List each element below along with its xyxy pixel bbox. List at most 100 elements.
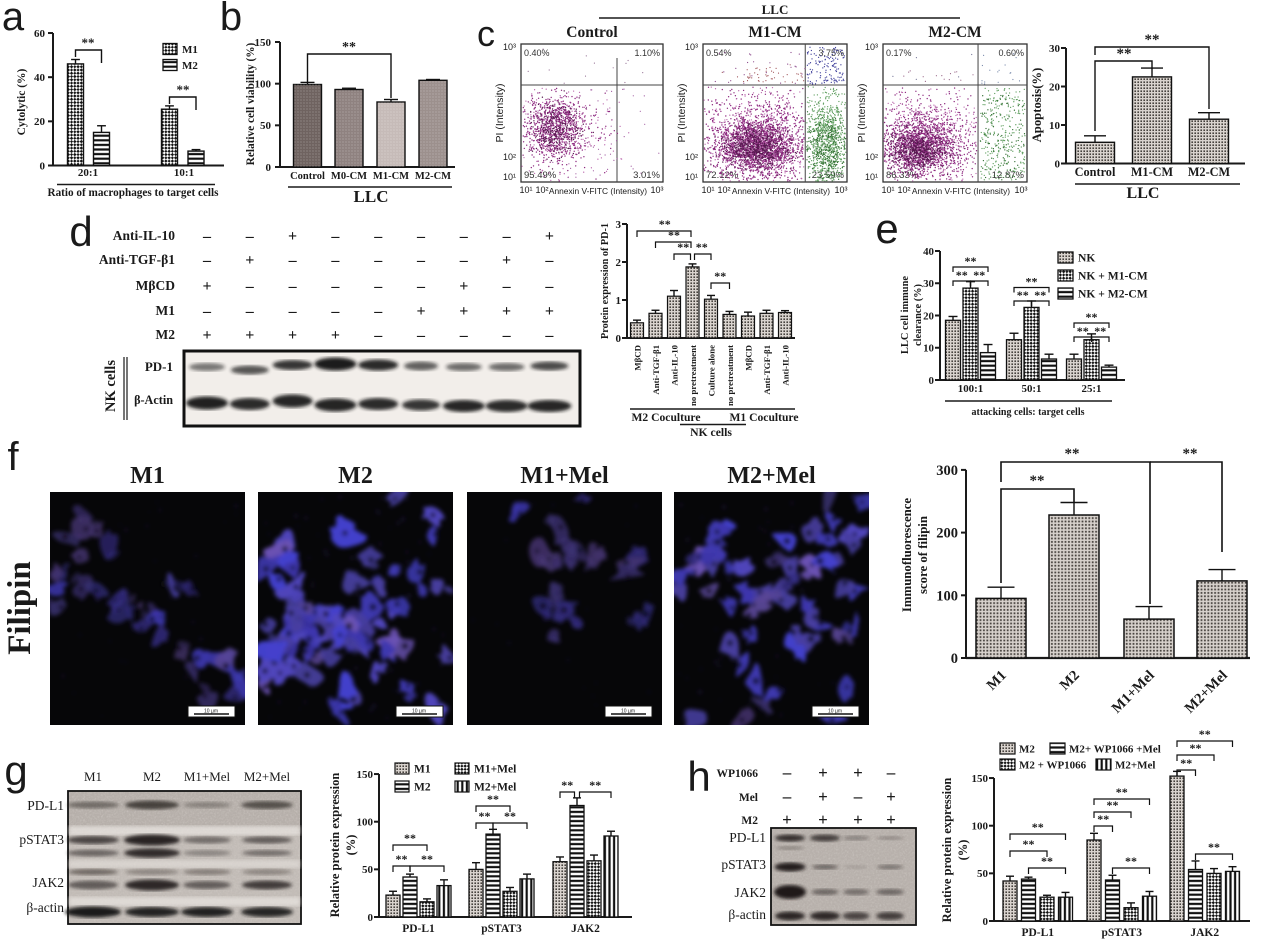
svg-text:**: ** <box>479 809 491 823</box>
svg-text:+: + <box>502 252 511 269</box>
svg-text:LLC cell immune: LLC cell immune <box>900 276 911 354</box>
svg-text:–: – <box>330 252 340 269</box>
svg-text:β-actin: β-actin <box>26 900 64 915</box>
svg-text:0: 0 <box>40 160 46 172</box>
svg-text:JAK2: JAK2 <box>571 923 600 935</box>
svg-text:+: + <box>853 763 863 782</box>
svg-text:Mel: Mel <box>739 792 758 804</box>
svg-text:Filipin: Filipin <box>2 561 38 655</box>
svg-text:M2-CM: M2-CM <box>928 24 982 41</box>
svg-text:50: 50 <box>362 864 374 876</box>
svg-text:10¹: 10¹ <box>881 185 894 195</box>
svg-text:PI (Intensity): PI (Intensity) <box>856 84 868 143</box>
svg-text:0: 0 <box>1055 158 1061 170</box>
svg-text:M1: M1 <box>130 463 165 489</box>
svg-text:40: 40 <box>34 72 46 84</box>
svg-text:10²: 10² <box>865 152 878 162</box>
svg-text:–: – <box>853 787 863 806</box>
svg-text:72.12%: 72.12% <box>706 170 739 181</box>
svg-text:c: c <box>477 13 495 54</box>
svg-text:Control: Control <box>566 24 618 41</box>
svg-text:–: – <box>288 303 298 320</box>
svg-text:f: f <box>7 435 19 479</box>
svg-text:+: + <box>853 810 863 829</box>
svg-text:**: ** <box>1065 446 1080 462</box>
svg-text:**: ** <box>589 778 601 792</box>
svg-text:Protein expression of PD-1: Protein expression of PD-1 <box>600 223 611 339</box>
svg-text:50:1: 50:1 <box>1022 383 1042 395</box>
svg-text:–: – <box>245 228 255 245</box>
svg-text:–: – <box>330 278 340 295</box>
svg-text:–: – <box>544 252 554 269</box>
svg-text:–: – <box>202 228 212 245</box>
svg-text:NK: NK <box>1078 252 1095 265</box>
svg-text:–: – <box>459 228 469 245</box>
svg-text:–: – <box>416 327 426 344</box>
svg-text:Anti-TGF-β1: Anti-TGF-β1 <box>762 345 772 395</box>
svg-text:M2-CM: M2-CM <box>1188 165 1231 179</box>
svg-text:**: ** <box>504 809 516 823</box>
svg-text:10²: 10² <box>685 152 698 162</box>
svg-text:–: – <box>330 303 340 320</box>
svg-text:**: ** <box>177 82 190 97</box>
svg-text:M1: M1 <box>182 44 198 56</box>
svg-text:100: 100 <box>972 821 989 833</box>
svg-text:PD-1: PD-1 <box>145 359 173 374</box>
svg-text:d: d <box>69 208 92 255</box>
svg-text:(%): (%) <box>956 840 970 861</box>
svg-text:M2: M2 <box>182 60 198 72</box>
svg-text:PD-L1: PD-L1 <box>1021 927 1054 939</box>
svg-text:10¹: 10¹ <box>503 172 516 182</box>
svg-text:10³: 10³ <box>503 42 516 52</box>
svg-text:100: 100 <box>255 79 272 91</box>
svg-text:**: ** <box>1145 32 1160 48</box>
svg-text:pSTAT3: pSTAT3 <box>481 923 522 935</box>
svg-text:attacking cells: target cells: attacking cells: target cells <box>971 407 1084 418</box>
svg-text:–: – <box>544 278 554 295</box>
svg-text:0: 0 <box>368 912 374 924</box>
svg-text:Anti-TGF-β1: Anti-TGF-β1 <box>99 252 175 267</box>
svg-text:12.87%: 12.87% <box>992 170 1025 181</box>
svg-text:10 µm: 10 µm <box>412 709 426 715</box>
svg-text:Control: Control <box>290 171 325 182</box>
svg-text:**: ** <box>1117 46 1132 62</box>
svg-text:M2: M2 <box>143 769 161 784</box>
svg-text:–: – <box>459 252 469 269</box>
svg-text:M1: M1 <box>84 769 102 784</box>
svg-text:1: 1 <box>616 295 622 307</box>
svg-text:10²: 10² <box>897 185 910 195</box>
svg-text:25:1: 25:1 <box>1082 383 1102 395</box>
svg-text:M1-CM: M1-CM <box>373 171 409 182</box>
svg-text:Annexin V-FITC (Intensity): Annexin V-FITC (Intensity) <box>912 186 1010 196</box>
svg-text:PI (Intensity): PI (Intensity) <box>676 84 688 143</box>
svg-text:**: ** <box>696 240 708 254</box>
svg-text:M2 Coculture: M2 Coculture <box>631 411 700 424</box>
svg-text:M1+Mel: M1+Mel <box>474 764 516 776</box>
svg-text:**: ** <box>956 268 968 282</box>
svg-text:JAK2: JAK2 <box>32 875 64 890</box>
svg-text:+: + <box>818 787 828 806</box>
svg-text:–: – <box>245 278 255 295</box>
svg-text:LLC: LLC <box>762 2 789 17</box>
svg-text:**: ** <box>1116 785 1128 799</box>
svg-text:10³: 10³ <box>650 185 663 195</box>
svg-text:10: 10 <box>923 343 934 355</box>
svg-text:+: + <box>502 303 511 320</box>
svg-text:3.01%: 3.01% <box>633 170 660 181</box>
svg-text:–: – <box>502 327 512 344</box>
svg-text:**: ** <box>487 792 499 806</box>
svg-text:M2+Mel: M2+Mel <box>727 463 816 489</box>
svg-text:40: 40 <box>923 246 934 258</box>
svg-text:**: ** <box>1030 473 1045 489</box>
svg-text:PD-L1: PD-L1 <box>27 798 64 813</box>
svg-text:**: ** <box>1086 310 1098 324</box>
svg-text:+: + <box>545 228 554 245</box>
svg-text:**: ** <box>1017 288 1029 302</box>
svg-text:no pretreatment: no pretreatment <box>688 345 698 406</box>
svg-text:100: 100 <box>936 588 958 604</box>
svg-text:10¹: 10¹ <box>519 185 532 195</box>
svg-text:**: ** <box>342 40 356 55</box>
svg-text:**: ** <box>396 852 408 866</box>
svg-text:Relative cell viability (%): Relative cell viability (%) <box>245 42 257 165</box>
svg-text:M2+Mel: M2+Mel <box>244 769 291 784</box>
